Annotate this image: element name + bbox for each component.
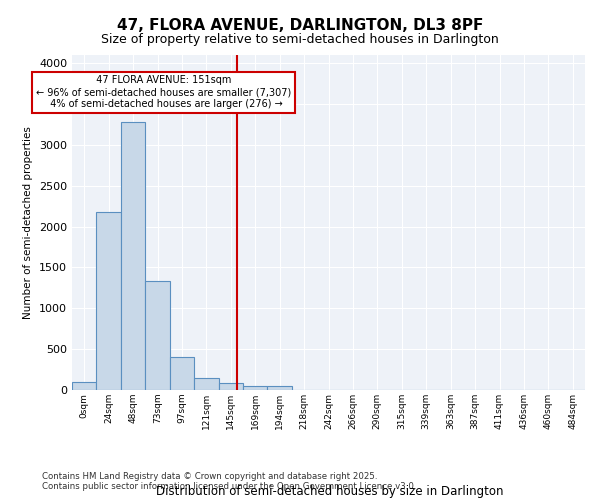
Y-axis label: Number of semi-detached properties: Number of semi-detached properties <box>23 126 34 319</box>
Bar <box>121 122 145 390</box>
Text: 47 FLORA AVENUE: 151sqm  
← 96% of semi-detached houses are smaller (7,307)
  4%: 47 FLORA AVENUE: 151sqm ← 96% of semi-de… <box>36 76 291 108</box>
Bar <box>194 378 218 390</box>
Text: Size of property relative to semi-detached houses in Darlington: Size of property relative to semi-detach… <box>101 32 499 46</box>
Text: Distribution of semi-detached houses by size in Darlington: Distribution of semi-detached houses by … <box>156 484 504 498</box>
Text: 47, FLORA AVENUE, DARLINGTON, DL3 8PF: 47, FLORA AVENUE, DARLINGTON, DL3 8PF <box>117 18 483 32</box>
Bar <box>97 212 121 390</box>
Bar <box>170 358 194 390</box>
Bar <box>145 280 170 390</box>
Bar <box>268 386 292 390</box>
Bar <box>72 382 97 390</box>
Bar <box>218 382 243 390</box>
Bar <box>243 386 268 390</box>
Text: Contains HM Land Registry data © Crown copyright and database right 2025.
Contai: Contains HM Land Registry data © Crown c… <box>42 472 416 491</box>
